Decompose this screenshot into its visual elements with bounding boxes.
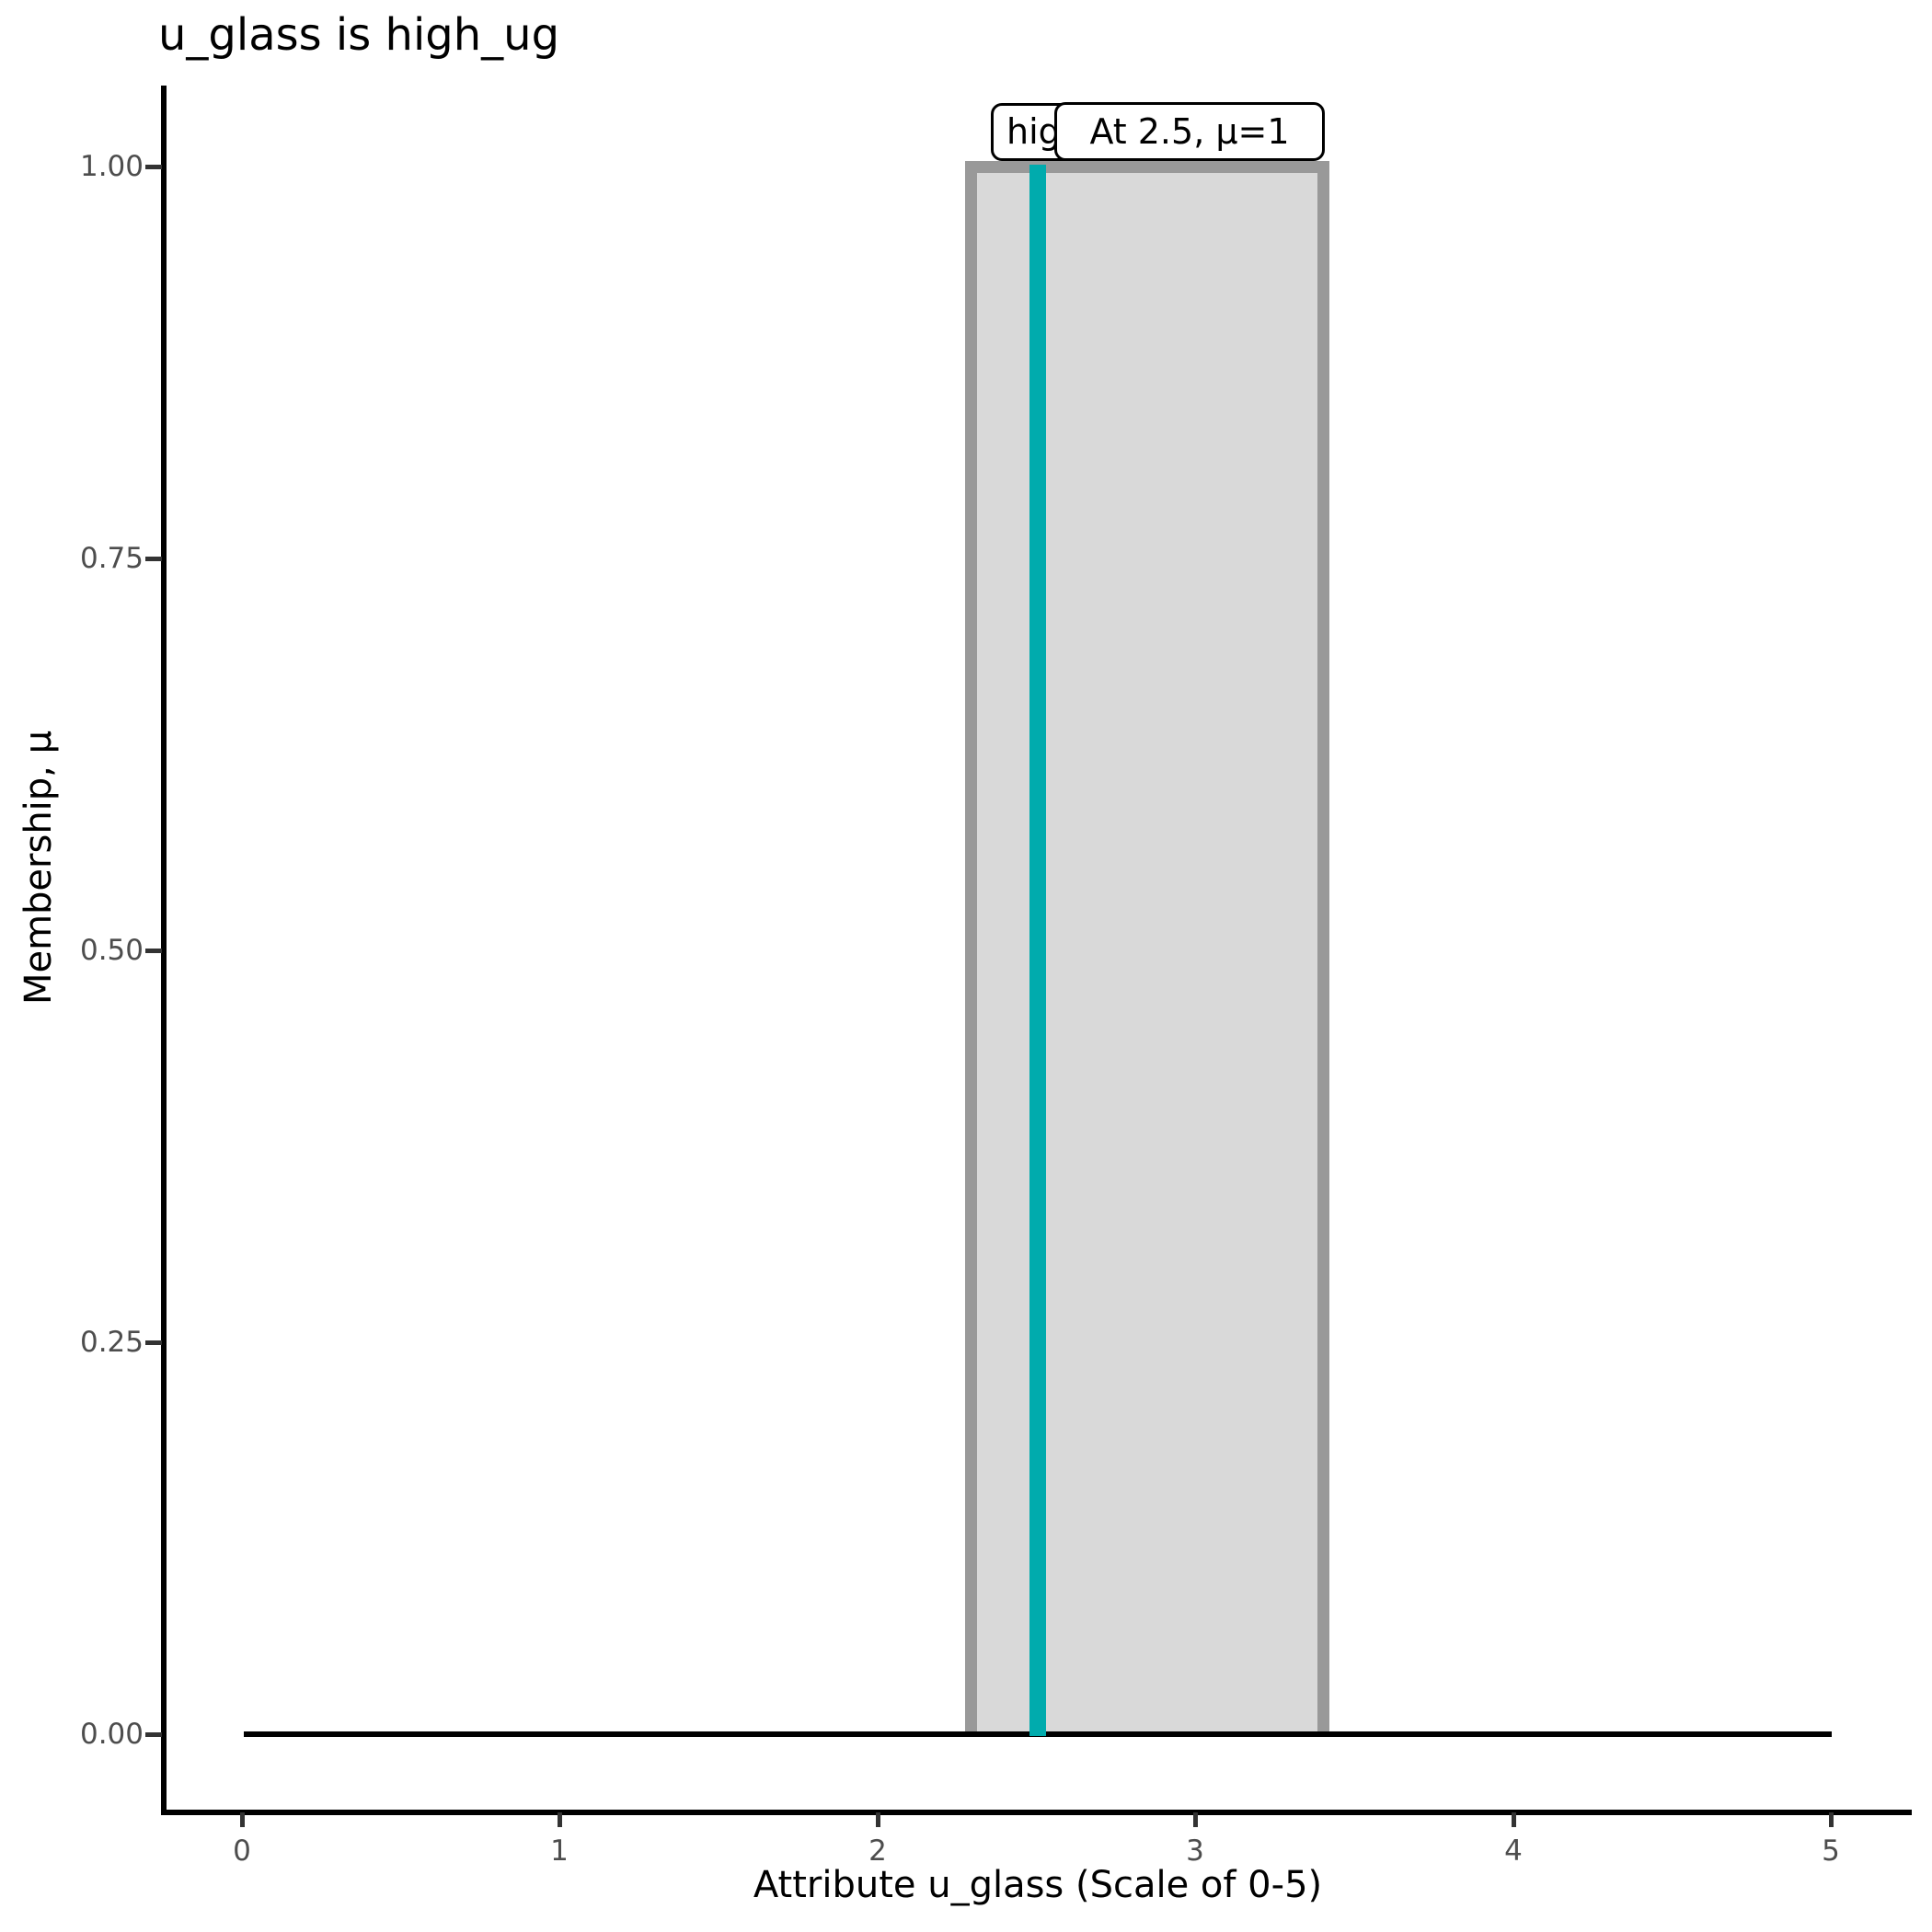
- x-tick-5: [1829, 1812, 1834, 1827]
- x-axis-line: [161, 1810, 1912, 1815]
- y-tick-0.00: [145, 1732, 162, 1737]
- x-tick-2: [876, 1812, 880, 1827]
- point-annotation-box: At 2.5, μ=1: [1054, 102, 1325, 161]
- x-tick-0: [240, 1812, 245, 1827]
- y-tick-label-0.50: 0.50: [79, 934, 144, 967]
- x-tick-label-4: 4: [1504, 1834, 1523, 1868]
- x-tick-label-3: 3: [1186, 1834, 1204, 1868]
- y-tick-1.00: [145, 165, 162, 169]
- x-tick-4: [1512, 1812, 1516, 1827]
- x-tick-3: [1193, 1812, 1198, 1827]
- x-axis-title: Attribute u_glass (Scale of 0-5): [753, 1864, 1323, 1906]
- x-tick-label-2: 2: [868, 1834, 887, 1868]
- y-tick-0.75: [145, 557, 162, 561]
- y-tick-0.50: [145, 949, 162, 953]
- membership-function-area: [965, 161, 1329, 1734]
- y-tick-label-1.00: 1.00: [79, 150, 144, 183]
- x-tick-1: [558, 1812, 562, 1827]
- y-tick-0.25: [145, 1340, 162, 1345]
- point-annotation-text: At 2.5, μ=1: [1089, 111, 1290, 152]
- y-tick-label-0.25: 0.25: [79, 1326, 144, 1359]
- chart-title: u_glass is high_ug: [158, 9, 560, 61]
- y-tick-label-0.75: 0.75: [79, 542, 144, 575]
- y-axis-title: Membership, μ: [17, 730, 60, 1006]
- x-tick-label-5: 5: [1822, 1834, 1840, 1868]
- indicator-line-at-2.5: [1029, 165, 1046, 1736]
- x-tick-label-1: 1: [550, 1834, 569, 1868]
- y-tick-label-0.00: 0.00: [79, 1718, 144, 1751]
- y-axis-line: [161, 86, 167, 1815]
- x-tick-label-0: 0: [233, 1834, 251, 1868]
